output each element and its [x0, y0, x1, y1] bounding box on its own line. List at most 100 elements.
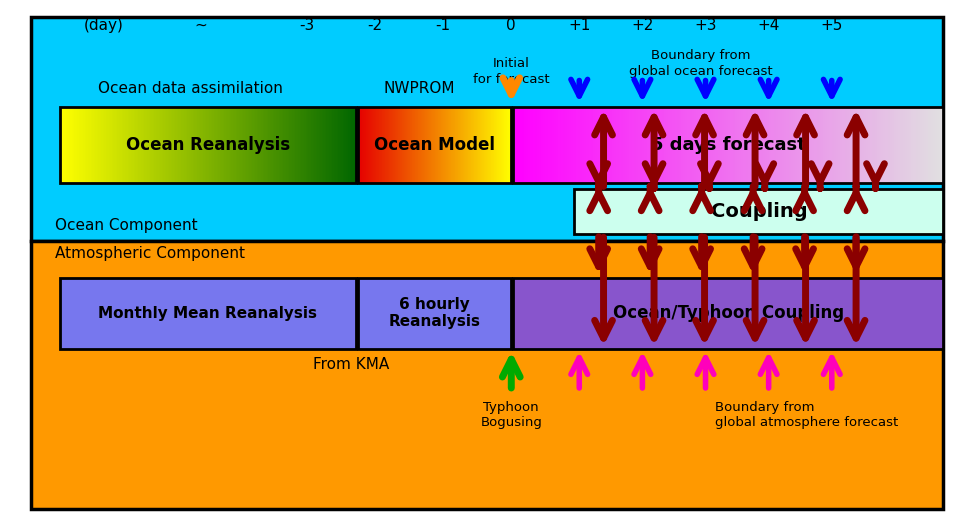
Bar: [909, 107, 913, 183]
Bar: [406, 107, 408, 183]
Bar: [408, 107, 410, 183]
Bar: [773, 107, 776, 183]
Bar: [238, 107, 240, 183]
Bar: [877, 107, 880, 183]
Bar: [397, 107, 398, 183]
Bar: [509, 107, 510, 183]
Bar: [492, 107, 494, 183]
Bar: [431, 107, 433, 183]
Bar: [359, 107, 361, 183]
Bar: [190, 107, 193, 183]
Bar: [661, 107, 665, 183]
Bar: [167, 107, 169, 183]
Bar: [724, 107, 728, 183]
Bar: [370, 107, 372, 183]
Bar: [748, 107, 751, 183]
Bar: [366, 107, 368, 183]
Bar: [324, 107, 327, 183]
Bar: [420, 107, 422, 183]
Bar: [625, 107, 628, 183]
Bar: [59, 278, 356, 349]
Bar: [430, 107, 431, 183]
Bar: [502, 107, 504, 183]
Bar: [409, 107, 411, 183]
Bar: [894, 107, 897, 183]
Bar: [479, 107, 481, 183]
Bar: [924, 107, 927, 183]
Bar: [843, 107, 845, 183]
Bar: [739, 107, 742, 183]
Bar: [743, 107, 746, 183]
Bar: [396, 107, 398, 183]
Bar: [130, 107, 131, 183]
Bar: [334, 107, 336, 183]
Bar: [70, 107, 72, 183]
Bar: [235, 107, 237, 183]
Bar: [871, 107, 874, 183]
Bar: [485, 107, 487, 183]
Bar: [398, 107, 400, 183]
Bar: [408, 107, 409, 183]
Bar: [376, 107, 378, 183]
Bar: [486, 107, 488, 183]
Bar: [93, 107, 94, 183]
Bar: [468, 107, 469, 183]
Text: Boundary from
global ocean forecast: Boundary from global ocean forecast: [629, 49, 772, 78]
Bar: [94, 107, 96, 183]
Bar: [757, 107, 760, 183]
Bar: [526, 107, 529, 183]
Bar: [513, 107, 944, 183]
Bar: [572, 107, 575, 183]
Bar: [476, 107, 477, 183]
Bar: [147, 107, 149, 183]
Bar: [383, 107, 385, 183]
Bar: [597, 107, 600, 183]
Bar: [686, 107, 689, 183]
Bar: [438, 107, 440, 183]
Bar: [754, 107, 758, 183]
Bar: [286, 107, 288, 183]
Bar: [272, 107, 274, 183]
Bar: [364, 107, 366, 183]
Bar: [346, 107, 348, 183]
Bar: [150, 107, 153, 183]
Bar: [193, 107, 196, 183]
Bar: [681, 107, 684, 183]
Bar: [484, 107, 486, 183]
Bar: [819, 107, 822, 183]
Bar: [501, 107, 503, 183]
Bar: [266, 107, 268, 183]
Bar: [261, 107, 264, 183]
Bar: [381, 107, 383, 183]
Bar: [491, 107, 493, 183]
Bar: [853, 107, 856, 183]
Bar: [482, 107, 484, 183]
Bar: [435, 107, 437, 183]
Bar: [122, 107, 125, 183]
Bar: [313, 107, 316, 183]
Bar: [139, 107, 142, 183]
Bar: [414, 107, 416, 183]
Bar: [113, 107, 116, 183]
Bar: [698, 107, 701, 183]
Bar: [576, 107, 579, 183]
Bar: [68, 107, 71, 183]
Bar: [118, 107, 120, 183]
Bar: [484, 107, 485, 183]
Bar: [65, 107, 68, 183]
Bar: [424, 107, 426, 183]
Bar: [493, 107, 495, 183]
Bar: [464, 107, 466, 183]
Bar: [457, 107, 459, 183]
Bar: [411, 107, 413, 183]
Bar: [125, 107, 128, 183]
Bar: [615, 107, 618, 183]
Bar: [67, 107, 69, 183]
Bar: [905, 107, 908, 183]
Bar: [883, 107, 886, 183]
Bar: [358, 107, 360, 183]
Bar: [480, 107, 481, 183]
Bar: [415, 107, 417, 183]
Bar: [159, 107, 162, 183]
Bar: [145, 107, 148, 183]
